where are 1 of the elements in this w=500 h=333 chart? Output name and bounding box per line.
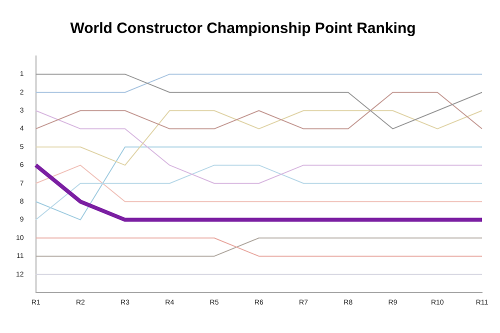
chart-title: World Constructor Championship Point Ranking — [70, 20, 416, 38]
